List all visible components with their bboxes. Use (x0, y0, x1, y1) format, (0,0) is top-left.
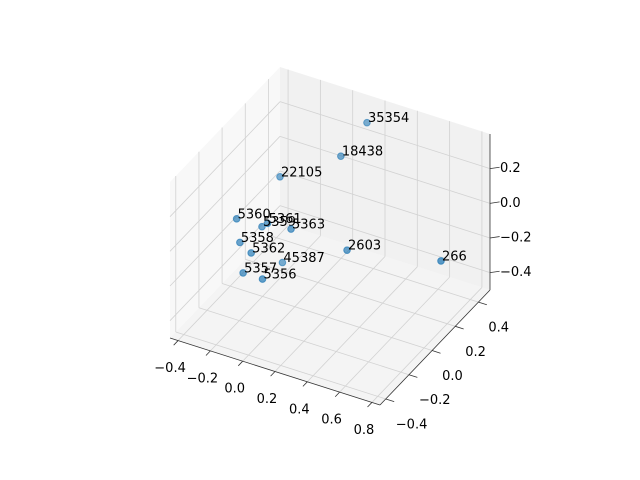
point (343, 246, 351, 254)
point (363, 118, 371, 127)
tick-mark (270, 371, 276, 377)
y-axis-line (379, 289, 491, 406)
point-label: 35354 (368, 111, 409, 126)
grid-line (339, 276, 450, 393)
grid-line (177, 225, 289, 341)
point (437, 257, 445, 265)
x-tick-label: 0.2 (257, 392, 278, 407)
point (276, 172, 284, 181)
point-label: 5359 (263, 215, 296, 230)
tick-mark (238, 360, 243, 367)
y-tick-label: −0.2 (419, 393, 451, 408)
x-tick-label: −0.2 (187, 371, 219, 386)
tick-mark (385, 398, 395, 403)
point (337, 152, 345, 160)
tick-mark (367, 402, 373, 408)
point-label: 5362 (252, 241, 285, 256)
grid-line (198, 307, 410, 376)
tick-mark (489, 236, 500, 239)
z-tick-label: 0.2 (500, 161, 521, 176)
tick-mark (478, 301, 487, 306)
grid-line (279, 101, 491, 170)
y-tick-label: 0.2 (465, 345, 486, 360)
point-label: 45387 (283, 251, 324, 266)
tick-mark (173, 340, 179, 346)
tick-mark (334, 391, 340, 397)
grid-line (279, 170, 491, 239)
x-tick-label: 0.4 (289, 402, 310, 417)
point-label: 5363 (292, 218, 325, 233)
grid-line (242, 245, 353, 362)
grid-line (221, 283, 433, 351)
tick-mark (205, 350, 211, 356)
grid-line (371, 287, 483, 403)
grid-line (274, 256, 386, 372)
tick-mark (489, 166, 500, 170)
point (239, 269, 247, 277)
grid-line (245, 258, 456, 327)
point (258, 275, 267, 283)
tick-mark (489, 270, 500, 274)
point (247, 249, 255, 257)
point (287, 225, 295, 233)
point-label: 2603 (348, 239, 381, 254)
x-tick-label: 0.0 (224, 382, 245, 397)
point-label: 5356 (263, 268, 296, 283)
point-label: 5361 (269, 212, 302, 227)
point (236, 238, 244, 247)
grid-line (307, 266, 418, 383)
point-label: 5358 (241, 231, 274, 246)
tick-mark (489, 201, 500, 204)
tick-mark (431, 350, 441, 354)
z-tick-label: 0.0 (500, 196, 521, 211)
y-tick-label: −0.4 (396, 417, 428, 432)
y-tick-label: 0.4 (488, 321, 509, 336)
point (278, 258, 287, 267)
grid-line (279, 205, 491, 274)
grid-line (175, 331, 386, 400)
grid-line (169, 101, 281, 217)
point-label: 5360 (238, 207, 271, 222)
point-label: 266 (442, 249, 467, 264)
point-label: 18438 (342, 145, 383, 160)
grid-line (279, 135, 491, 204)
x-tick-label: 0.6 (321, 413, 342, 428)
y-tick-label: 0.0 (442, 369, 463, 384)
z-tick-label: −0.2 (500, 231, 532, 246)
point (258, 222, 266, 231)
z-tick-label: −0.4 (500, 265, 532, 280)
tick-mark (302, 381, 308, 387)
x-tick-label: −0.4 (154, 361, 186, 376)
grid-line (169, 136, 281, 252)
point-label: 5357 (244, 261, 277, 276)
point-label: 22105 (281, 165, 322, 180)
x-tick-label: 0.8 (354, 423, 375, 438)
tick-mark (455, 325, 464, 330)
tick-mark (408, 374, 418, 378)
grid-line (169, 170, 281, 287)
point (232, 215, 241, 223)
grid-line (268, 234, 479, 303)
grid-line (210, 235, 321, 352)
left-pane (170, 67, 280, 338)
point (263, 219, 272, 228)
x-axis-line (169, 337, 381, 406)
